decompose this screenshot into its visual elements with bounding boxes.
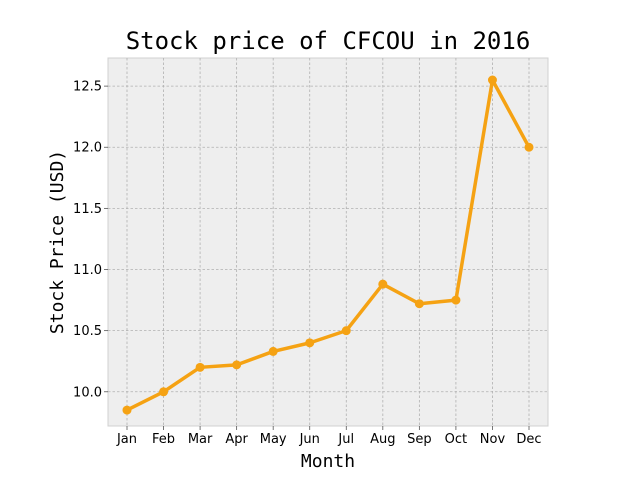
- x-tick-label: Dec: [516, 432, 541, 447]
- data-point: [195, 362, 205, 372]
- y-tick-label: 12.5: [73, 80, 102, 95]
- data-point: [378, 279, 388, 289]
- x-tick-label: Jul: [337, 432, 354, 447]
- y-tick-label: 10.0: [73, 385, 102, 400]
- x-tick-label: Jun: [299, 432, 320, 447]
- plot-area: [107, 57, 549, 427]
- y-tick-label: 11.5: [73, 202, 102, 217]
- x-tick-label: Nov: [480, 432, 506, 447]
- x-axis-label: Month: [301, 451, 355, 472]
- y-tick-label: 12.0: [73, 141, 102, 156]
- y-tick-label: 11.0: [73, 263, 102, 278]
- y-tick-label: 10.5: [73, 324, 102, 339]
- x-tick-label: Apr: [225, 432, 248, 447]
- data-point: [341, 326, 351, 336]
- data-point: [305, 338, 315, 348]
- x-axis-ticks: Jan Feb Mar Apr May Jun Jul Aug Sep Oct Nov Dec: [116, 426, 542, 447]
- x-tick-label: Jan: [116, 432, 137, 447]
- data-point: [122, 405, 132, 415]
- data-point: [487, 75, 497, 85]
- x-tick-label: Mar: [188, 432, 213, 447]
- data-point: [451, 295, 461, 305]
- x-tick-label: Aug: [370, 432, 395, 447]
- data-point: [232, 360, 242, 370]
- y-axis-label: Stock Price (USD): [47, 150, 68, 334]
- y-axis-ticks: 10.0 10.5 11.0 11.5 12.0 12.5: [73, 80, 108, 400]
- data-point: [159, 387, 169, 397]
- data-point: [414, 299, 424, 309]
- data-point: [268, 346, 278, 356]
- x-tick-label: Feb: [152, 432, 175, 447]
- chart-title: Stock price of CFCOU in 2016: [126, 27, 531, 55]
- x-tick-label: May: [260, 432, 287, 447]
- x-tick-label: Sep: [407, 432, 432, 447]
- series-layer: [122, 75, 534, 415]
- x-tick-label: Oct: [445, 432, 467, 447]
- series-line: [125, 78, 531, 412]
- data-point: [524, 142, 534, 152]
